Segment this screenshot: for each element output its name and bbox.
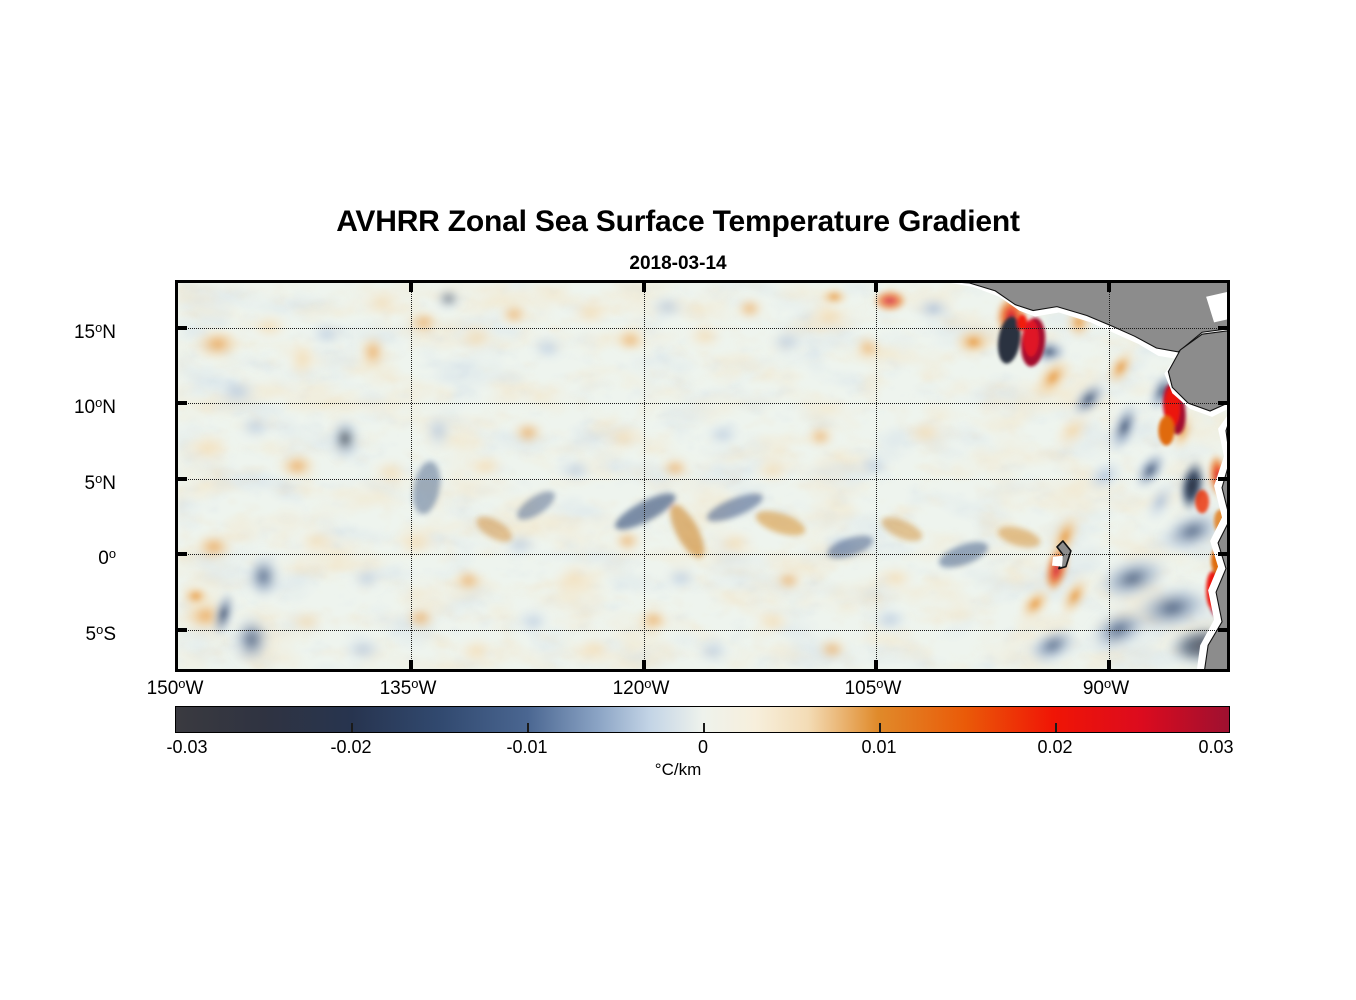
xtick-label-150w: 150oW xyxy=(146,676,204,699)
ytick-label-5s: 5oS xyxy=(85,622,116,645)
colorbar-tick-0 xyxy=(703,723,705,732)
colorbar-label--0.01: -0.01 xyxy=(506,737,548,757)
colorbar-unit-label: °C/km xyxy=(654,760,702,779)
xtick-bot-90w xyxy=(1107,660,1111,669)
xtick-label-120w: 120oW xyxy=(612,676,670,699)
xtick-top-135w xyxy=(409,283,413,292)
colorbar-label-0.02: 0.02 xyxy=(1037,737,1073,757)
xtick-label-105w: 105oW xyxy=(844,676,902,699)
chart-title: AVHRR Zonal Sea Surface Temperature Grad… xyxy=(336,205,1020,238)
ytick-5n xyxy=(178,477,187,481)
xtick-bot-105w xyxy=(874,660,878,669)
ytick-label-5n: 5oN xyxy=(84,471,117,494)
ytick-15n xyxy=(178,326,187,330)
colorbar-label--0.03: -0.03 xyxy=(166,737,208,757)
colorbar-tick--0.01 xyxy=(527,723,529,732)
colorbar-tick--0.02 xyxy=(351,723,353,732)
ytick-right-5s xyxy=(1218,628,1227,632)
ytick-right-10n xyxy=(1218,401,1227,405)
xtick-bot-135w xyxy=(409,660,413,669)
colorbar-label-0: 0 xyxy=(697,737,709,757)
xtick-top-90w xyxy=(1107,283,1111,292)
xtick-top-120w xyxy=(642,283,646,292)
ytick-10n xyxy=(178,401,187,405)
colorbar-tick-0.01 xyxy=(879,723,881,732)
colorbar-label-0.03: 0.03 xyxy=(1198,737,1234,757)
colorbar-tick-0.02 xyxy=(1055,723,1057,732)
ytick-5s xyxy=(178,628,187,632)
ytick-label-10n: 10oN xyxy=(73,395,116,418)
xtick-label-90w: 90oW xyxy=(1082,676,1130,699)
colorbar-label--0.02: -0.02 xyxy=(330,737,372,757)
ytick-right-0 xyxy=(1218,552,1227,556)
sst-gradient-field xyxy=(178,283,1227,669)
chart-subtitle: 2018-03-14 xyxy=(629,253,727,274)
colorbar[interactable] xyxy=(175,706,1230,733)
ytick-label-0: 0o xyxy=(98,546,116,569)
ytick-0 xyxy=(178,552,187,556)
xtick-label-135w: 135oW xyxy=(379,676,437,699)
colorbar-label-0.01: 0.01 xyxy=(861,737,897,757)
ytick-right-15n xyxy=(1218,326,1227,330)
ytick-right-5n xyxy=(1218,477,1227,481)
xtick-top-105w xyxy=(874,283,878,292)
ytick-label-15n: 15oN xyxy=(73,320,116,343)
map-axes[interactable] xyxy=(175,280,1230,672)
xtick-bot-120w xyxy=(642,660,646,669)
